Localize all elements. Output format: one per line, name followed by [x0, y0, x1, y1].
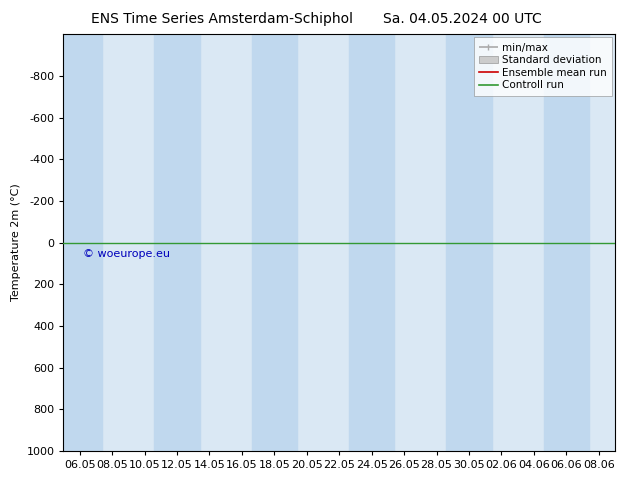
- Bar: [154, 34, 200, 451]
- Bar: [543, 34, 589, 451]
- Text: © woeurope.eu: © woeurope.eu: [83, 249, 170, 259]
- Y-axis label: Temperature 2m (°C): Temperature 2m (°C): [11, 184, 21, 301]
- Bar: [349, 34, 394, 451]
- Text: ENS Time Series Amsterdam-Schiphol: ENS Time Series Amsterdam-Schiphol: [91, 12, 353, 26]
- Legend: min/max, Standard deviation, Ensemble mean run, Controll run: min/max, Standard deviation, Ensemble me…: [474, 37, 612, 96]
- Bar: [252, 34, 297, 451]
- Bar: [57, 34, 102, 451]
- Text: Sa. 04.05.2024 00 UTC: Sa. 04.05.2024 00 UTC: [384, 12, 542, 26]
- Bar: [446, 34, 492, 451]
